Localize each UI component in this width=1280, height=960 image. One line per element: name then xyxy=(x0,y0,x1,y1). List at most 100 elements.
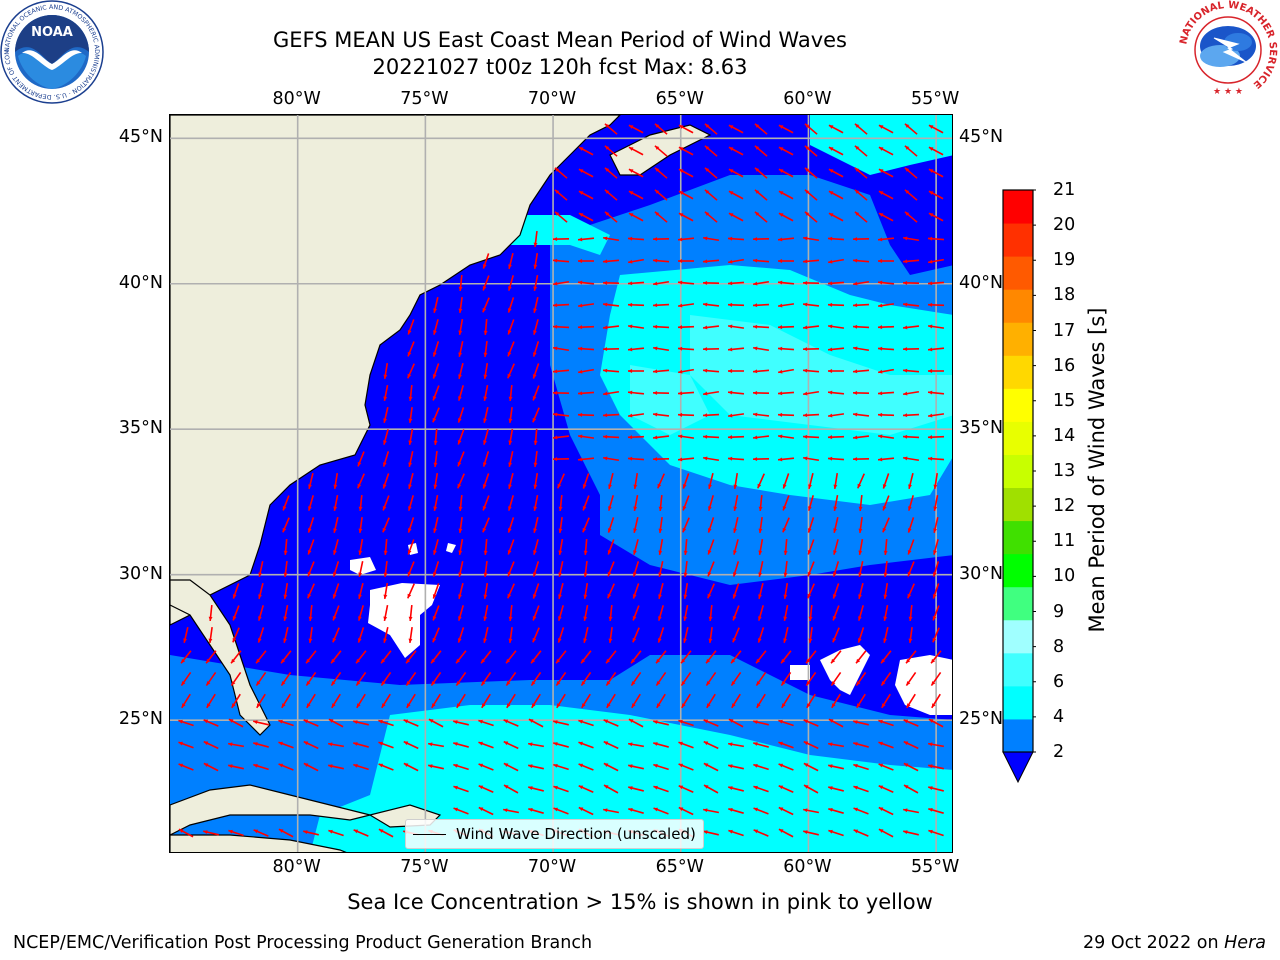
direction-arrow xyxy=(804,167,818,179)
direction-arrow xyxy=(902,808,920,814)
map-legend: Wind Wave Direction (unscaled) xyxy=(405,819,704,849)
direction-arrow xyxy=(828,808,844,814)
direction-arrow xyxy=(482,517,490,533)
direction-arrow xyxy=(728,168,744,178)
direction-arrow xyxy=(654,123,668,135)
colorbar-bin xyxy=(1003,685,1033,720)
direction-arrow xyxy=(657,627,665,643)
direction-arrow xyxy=(408,604,413,622)
direction-arrow xyxy=(552,303,570,308)
direction-arrow xyxy=(678,763,694,771)
direction-arrow xyxy=(383,538,388,556)
direction-arrow xyxy=(928,764,944,770)
direction-arrow xyxy=(707,517,715,533)
direction-arrow xyxy=(758,561,764,577)
direction-arrow xyxy=(308,626,313,644)
direction-arrow xyxy=(853,720,869,726)
direction-arrow xyxy=(827,413,845,418)
direction-arrow xyxy=(578,763,594,771)
direction-arrow xyxy=(678,719,694,727)
direction-arrow xyxy=(858,516,863,534)
colorbar-tick-label: 11 xyxy=(1053,531,1076,552)
direction-arrow xyxy=(458,274,463,292)
direction-arrow xyxy=(678,741,694,749)
colorbar-tick-label: 2 xyxy=(1053,742,1065,762)
direction-arrow xyxy=(257,627,265,643)
direction-arrow xyxy=(583,560,588,578)
direction-arrow xyxy=(778,190,794,200)
direction-arrow xyxy=(458,538,464,556)
direction-arrow xyxy=(853,807,869,815)
direction-arrow xyxy=(728,124,744,134)
direction-arrow xyxy=(533,428,538,446)
direction-arrow xyxy=(407,341,415,357)
direction-arrow xyxy=(231,693,241,709)
direction-arrow xyxy=(754,211,768,223)
direction-arrow xyxy=(758,516,763,534)
direction-arrow xyxy=(758,494,763,512)
direction-arrow xyxy=(253,829,269,837)
direction-arrow xyxy=(752,280,770,286)
direction-arrow xyxy=(627,258,645,264)
direction-arrow xyxy=(753,785,769,793)
direction-arrow xyxy=(552,324,570,329)
direction-arrow xyxy=(783,538,788,556)
direction-arrow xyxy=(533,517,539,533)
direction-arrow xyxy=(305,671,317,687)
direction-arrow xyxy=(827,258,845,264)
direction-arrow xyxy=(403,719,419,727)
direction-arrow xyxy=(828,786,844,792)
direction-arrow xyxy=(628,168,644,178)
direction-arrow xyxy=(531,693,541,709)
direction-arrow xyxy=(828,718,844,728)
direction-arrow xyxy=(458,605,464,621)
direction-arrow xyxy=(407,539,415,555)
direction-arrow xyxy=(253,763,269,771)
direction-arrow xyxy=(930,650,942,664)
direction-arrow xyxy=(358,494,363,512)
colorbar-bin xyxy=(1003,388,1033,422)
direction-arrow xyxy=(654,167,668,179)
direction-arrow xyxy=(228,718,244,728)
direction-arrow xyxy=(757,627,765,643)
direction-arrow xyxy=(578,741,594,749)
direction-arrow xyxy=(358,605,364,621)
direction-arrow xyxy=(378,719,394,727)
direction-arrow xyxy=(578,212,594,222)
direction-arrow xyxy=(507,561,515,577)
direction-arrow xyxy=(654,189,668,201)
direction-arrow xyxy=(582,495,590,511)
graticule xyxy=(170,115,952,852)
direction-arrow xyxy=(753,763,769,771)
direction-arrow xyxy=(878,719,894,727)
direction-arrow xyxy=(358,561,364,577)
direction-arrow xyxy=(904,123,918,135)
direction-arrow xyxy=(658,494,663,512)
direction-arrow xyxy=(777,325,795,330)
direction-arrow xyxy=(383,582,389,600)
direction-arrow xyxy=(552,237,570,242)
direction-arrow xyxy=(332,605,340,621)
direction-arrow xyxy=(855,671,867,687)
direction-arrow xyxy=(828,190,844,200)
direction-arrow xyxy=(728,829,744,837)
direction-arrow xyxy=(577,237,595,242)
direction-arrow xyxy=(305,650,317,664)
direction-arrow xyxy=(502,808,520,814)
direction-arrow xyxy=(328,829,344,837)
direction-arrow xyxy=(904,211,918,223)
direction-arrow xyxy=(707,583,715,599)
direction-arrow xyxy=(507,341,515,357)
direction-arrow xyxy=(928,168,944,178)
direction-arrow xyxy=(307,539,315,555)
direction-arrow xyxy=(483,538,488,556)
direction-arrow xyxy=(708,473,714,489)
direction-arrow xyxy=(603,719,619,727)
direction-arrow xyxy=(330,650,342,664)
direction-arrow xyxy=(927,435,945,440)
direction-arrow xyxy=(677,346,695,351)
direction-arrow xyxy=(928,829,944,837)
direction-arrow xyxy=(528,808,544,814)
direction-arrow xyxy=(583,538,588,556)
direction-arrow xyxy=(904,145,918,157)
